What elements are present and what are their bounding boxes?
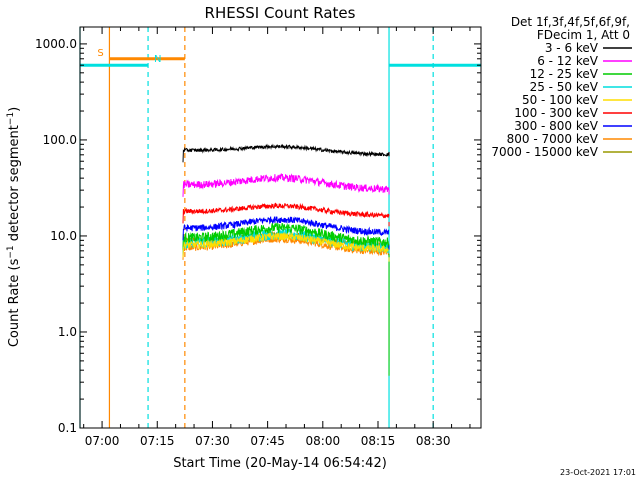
series-line	[182, 143, 390, 163]
legend-entry-label: 800 - 7000 keV	[507, 132, 599, 146]
y-tick-label: 1000.0	[35, 37, 77, 51]
data-layer: SN	[79, 27, 481, 428]
x-axis-label: Start Time (20-May-14 06:54:42)	[173, 456, 387, 471]
legend-entry-label: 12 - 25 keV	[530, 67, 599, 81]
footer-timestamp: 23-Oct-2021 17:01	[560, 468, 636, 477]
series-line	[182, 222, 390, 251]
series-line	[182, 172, 390, 197]
x-tick-label: 08:15	[361, 434, 396, 448]
chart-title: RHESSI Count Rates	[205, 4, 356, 22]
y-axis-label: Count Rate (s−1 detector segment−1)	[6, 107, 22, 347]
legend: Det 1f,3f,4f,5f,6f,9f, FDecim 1, Att 0 3…	[491, 15, 632, 159]
x-tick-label: 07:30	[195, 434, 230, 448]
legend-entry-label: 300 - 800 keV	[514, 119, 598, 133]
legend-entry-label: 3 - 6 keV	[545, 41, 599, 55]
y-tick-label: 0.1	[58, 421, 77, 435]
series-line	[182, 202, 390, 224]
axis-layer: 0.1 1.0 10.0 100.0 1000.0 07:00 07:15 07:30 07:4…	[35, 27, 481, 448]
legend-entry-label: 25 - 50 keV	[530, 80, 599, 94]
series-line	[182, 235, 390, 260]
plot-frame	[79, 26, 482, 429]
legend-entry-label: 100 - 300 keV	[514, 106, 598, 120]
legend-header-line-2: FDecim 1, Att 0	[537, 28, 630, 42]
y-tick-label: 1.0	[58, 325, 77, 339]
legend-entry-label: 6 - 12 keV	[537, 54, 599, 68]
x-tick-label: 07:00	[85, 434, 120, 448]
x-tick-label: 07:15	[140, 434, 175, 448]
x-tick-label: 08:00	[306, 434, 341, 448]
series-line	[182, 231, 390, 258]
x-tick-label: 07:45	[250, 434, 285, 448]
legend-entry-label: 7000 - 15000 keV	[491, 145, 598, 159]
x-tick-label: 08:30	[416, 434, 451, 448]
saa-bar-label: S	[97, 48, 103, 59]
y-tick-label: 10.0	[50, 229, 77, 243]
series-line	[182, 216, 390, 241]
saa-bar-label: N	[154, 54, 161, 65]
legend-entry-label: 50 - 100 keV	[522, 93, 599, 107]
y-tick-label: 100.0	[43, 133, 77, 147]
legend-header-line-1: Det 1f,3f,4f,5f,6f,9f,	[511, 15, 630, 29]
